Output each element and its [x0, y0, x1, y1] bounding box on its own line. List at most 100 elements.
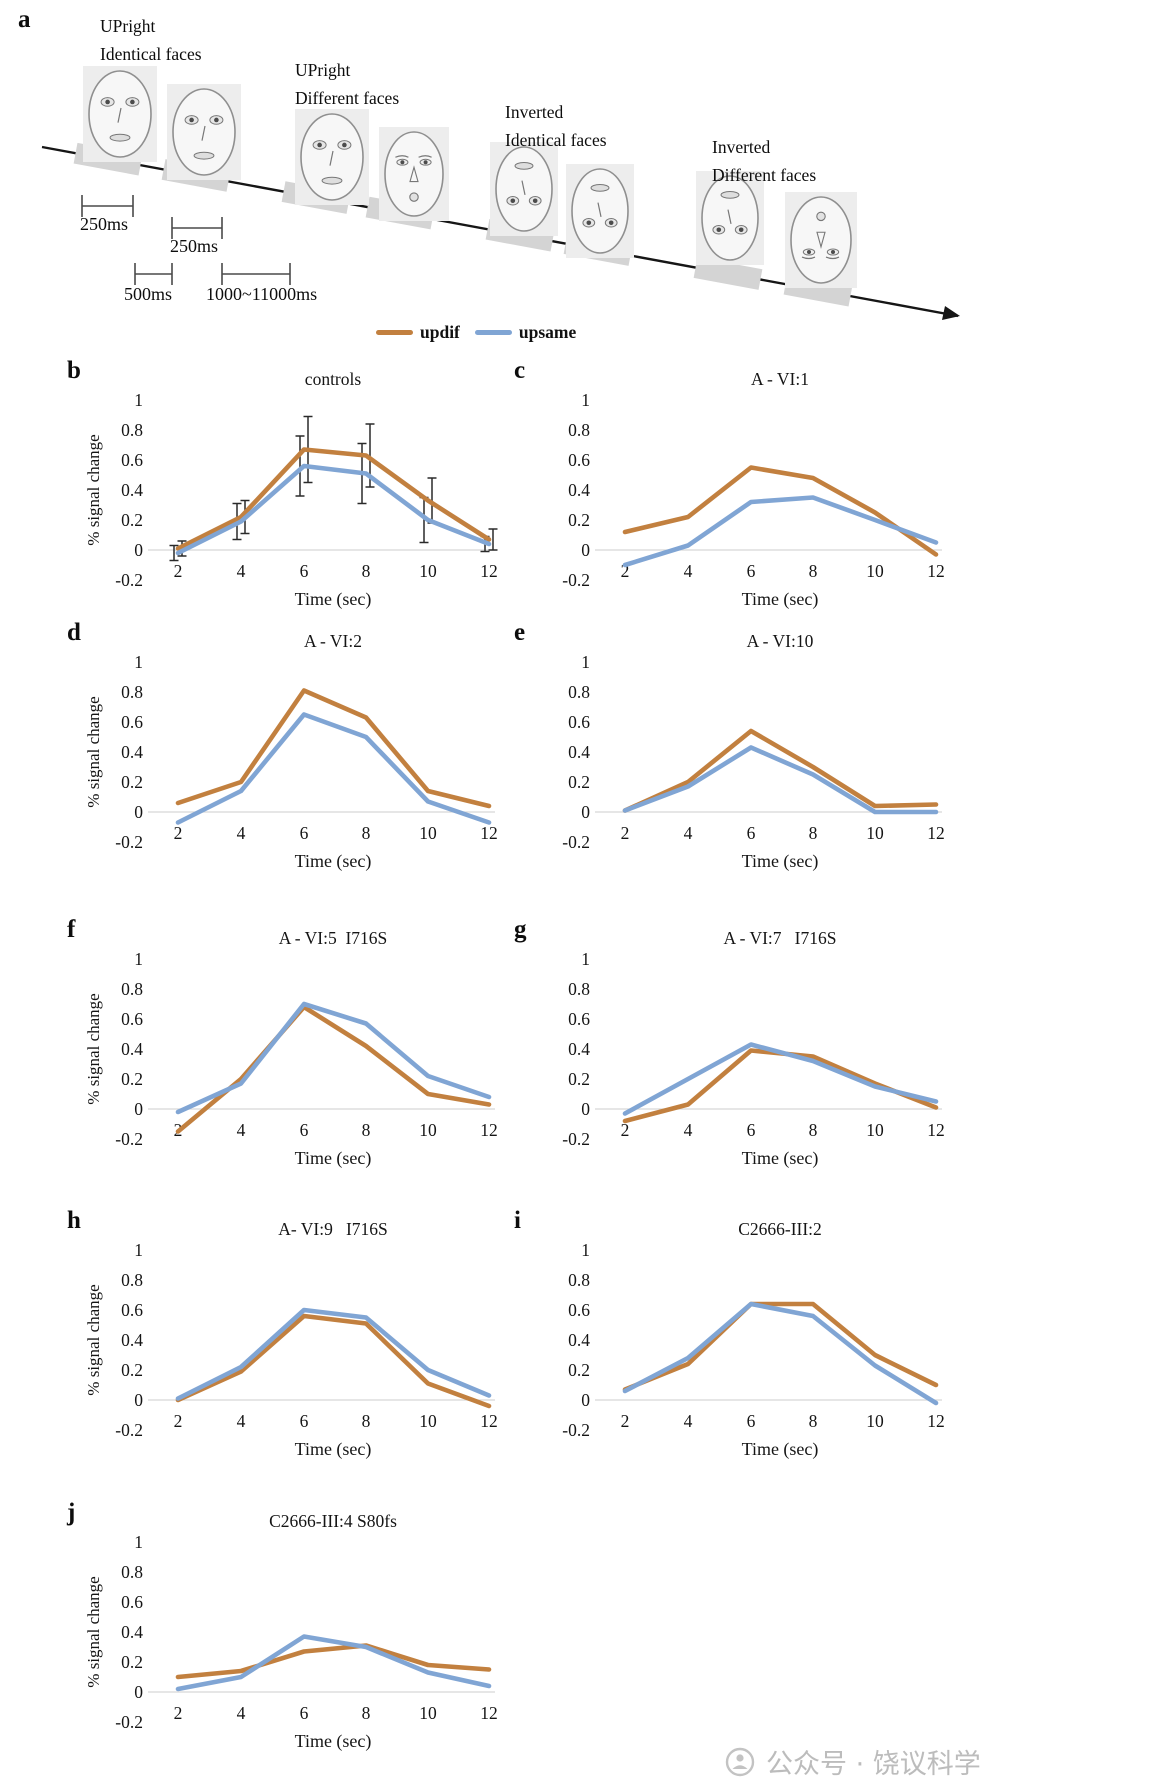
panel-letter: c [514, 357, 526, 384]
condition-label-upright-different: UPright Different faces [295, 56, 399, 112]
chart-panel-f: f A - VI:5 I716S 1 0.8 0.6 0.4 0.2 0 -0.2 2 4 6 8 1… [55, 914, 515, 1214]
y-tick-label: 0.6 [121, 1300, 143, 1320]
x-tick-label: 2 [621, 1120, 630, 1140]
x-tick-label: 4 [237, 823, 246, 843]
line-plot: 1 0.8 0.6 0.4 0.2 0 -0.2 2 4 6 8 10 12 Time (sec) [562, 652, 945, 872]
x-tick-label: 10 [419, 1703, 437, 1723]
x-tick-label: 6 [300, 1703, 309, 1723]
face-inverted-identical-2 [566, 164, 634, 258]
y-tick-label: 0 [581, 540, 590, 560]
face-inverted-identical-1 [490, 142, 558, 236]
series-line-upsame [622, 1301, 939, 1406]
series-line-updif [622, 1301, 939, 1392]
y-axis-label: % signal change [84, 993, 103, 1104]
y-tick-label: 0.8 [121, 420, 143, 440]
y-tick-label: 0.4 [121, 742, 143, 762]
x-tick-label: 8 [362, 823, 371, 843]
y-tick-label: 1 [581, 390, 590, 410]
y-tick-label: 0.4 [121, 1039, 143, 1059]
x-tick-label: 12 [480, 561, 498, 581]
y-tick-label: 0.8 [568, 979, 590, 999]
panel-letter: b [67, 357, 81, 384]
y-tick-label: 1 [134, 652, 143, 672]
y-tick-label: 0 [134, 1390, 143, 1410]
condition-line1: UPright [100, 16, 156, 36]
y-tick-label: 0 [581, 802, 590, 822]
chart-panel-g: g A - VI:7 I716S 1 0.8 0.6 0.4 0.2 0 -0.2 2 4 6 8 1… [502, 914, 962, 1214]
y-tick-label: 0.6 [568, 712, 590, 732]
x-tick-label: 10 [866, 1120, 884, 1140]
y-tick-label: 0.8 [121, 682, 143, 702]
series-line-upsame [622, 495, 939, 568]
chart-title: A - VI:7 I716S [723, 928, 837, 948]
chart-title: A - VI:10 [746, 631, 814, 651]
y-tick-label: 0.2 [568, 510, 590, 530]
watermark-text: 公众号 · 饶议科学 [766, 1749, 981, 1780]
x-tick-label: 8 [362, 1703, 371, 1723]
x-tick-label: 2 [621, 561, 630, 581]
y-tick-label: 0.6 [568, 450, 590, 470]
chart-title: controls [304, 369, 362, 389]
series-line-updif [175, 1004, 492, 1134]
series-line-upsame [622, 745, 939, 815]
x-tick-label: 4 [237, 1703, 246, 1723]
x-tick-label: 6 [747, 561, 756, 581]
x-tick-label: 2 [174, 1703, 183, 1723]
y-tick-label: 0.4 [121, 480, 143, 500]
stimulus-frame [693, 257, 763, 290]
x-tick-label: 8 [809, 561, 818, 581]
y-tick-label: 0.8 [568, 682, 590, 702]
series-line-upsame [175, 1307, 492, 1401]
y-axis-label: % signal change [84, 1284, 103, 1395]
x-tick-label: 4 [684, 561, 693, 581]
panel-letter: i [514, 1207, 521, 1234]
condition-line2: Identical faces [100, 44, 202, 64]
face-inverted-different-1 [696, 171, 764, 265]
panel-a-label: a [18, 6, 31, 33]
condition-line2: Different faces [712, 165, 817, 185]
series-line-upsame [175, 463, 492, 556]
x-tick-label: 12 [480, 1411, 498, 1431]
condition-line2: Different faces [295, 88, 400, 108]
series-line-updif [175, 688, 492, 809]
panel-letter: h [67, 1207, 81, 1234]
x-tick-label: 10 [866, 823, 884, 843]
y-tick-label: 0.6 [121, 712, 143, 732]
x-tick-label: 10 [419, 1120, 437, 1140]
y-axis-label: % signal change [84, 696, 103, 807]
y-tick-label: 0.2 [568, 1069, 590, 1089]
x-tick-label: 2 [174, 561, 183, 581]
watermark: 公众号 · 饶议科学 [724, 1742, 981, 1781]
y-tick-label: -0.2 [115, 1420, 143, 1440]
x-tick-label: 12 [927, 823, 945, 843]
y-tick-label: -0.2 [562, 570, 590, 590]
error-bar [295, 435, 305, 497]
y-tick-label: 0.4 [121, 1330, 143, 1350]
y-tick-label: 0 [134, 1682, 143, 1702]
x-axis-label: Time (sec) [295, 851, 372, 872]
y-tick-label: 0 [134, 540, 143, 560]
x-axis-label: Time (sec) [742, 1148, 819, 1169]
x-tick-label: 12 [927, 1120, 945, 1140]
y-tick-label: 0.4 [121, 1622, 143, 1642]
x-tick-label: 6 [747, 1411, 756, 1431]
y-tick-label: -0.2 [562, 832, 590, 852]
y-tick-label: 0.6 [121, 1009, 143, 1029]
x-tick-label: 8 [362, 1120, 371, 1140]
condition-line1: Inverted [712, 137, 771, 157]
y-tick-label: -0.2 [115, 1712, 143, 1732]
y-tick-label: 0 [581, 1390, 590, 1410]
x-tick-label: 10 [419, 823, 437, 843]
y-axis-label: % signal change [84, 1576, 103, 1687]
face-upright-identical-2 [167, 84, 241, 180]
series-line-updif [175, 1643, 492, 1680]
chart-panel-d: d A - VI:2 1 0.8 0.6 0.4 0.2 0 -0.2 2 4 6 8 10 12 Tim… [55, 617, 515, 917]
x-tick-label: 6 [747, 823, 756, 843]
y-tick-label: -0.2 [562, 1420, 590, 1440]
x-tick-label: 8 [362, 1411, 371, 1431]
y-tick-label: -0.2 [115, 832, 143, 852]
y-tick-label: 0 [134, 1099, 143, 1119]
x-tick-label: 2 [174, 823, 183, 843]
face-upright-identical-1 [83, 66, 157, 162]
timing-250ms-1: 250ms [80, 214, 129, 234]
